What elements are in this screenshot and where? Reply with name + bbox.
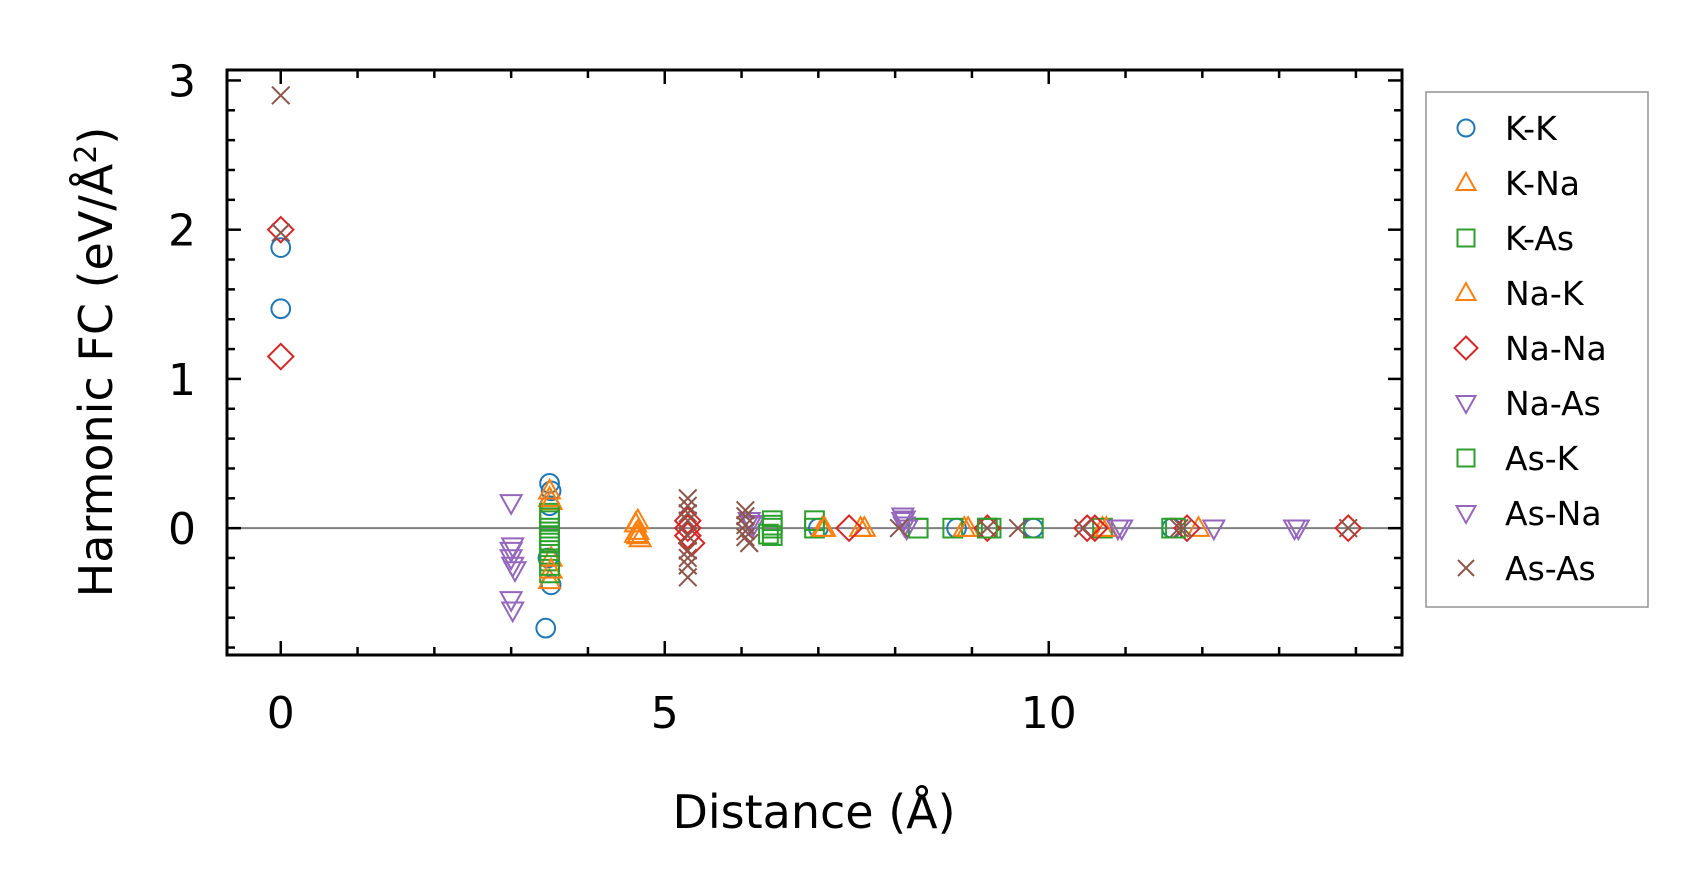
legend-marker: [1456, 448, 1476, 468]
data-point: [678, 511, 698, 531]
data-point: [735, 506, 755, 526]
x-tick-label: 5: [651, 688, 679, 739]
legend-label: K-K: [1505, 109, 1558, 148]
data-point: [834, 514, 864, 543]
legend-label: As-As: [1505, 549, 1596, 588]
data-point: [673, 514, 702, 543]
data-point: [758, 523, 779, 545]
data-point: [678, 526, 698, 546]
data-point: [1073, 518, 1093, 538]
legend-label: Na-As: [1505, 384, 1601, 423]
data-point: [500, 601, 525, 624]
data-point: [537, 567, 562, 590]
tick-labels: 0 5 10 0 1 2 3: [168, 56, 1077, 739]
data-point: [678, 488, 698, 508]
data-point: [892, 510, 917, 533]
data-point: [537, 477, 562, 500]
legend-label: Na-K: [1505, 274, 1585, 313]
data-point: [1201, 519, 1227, 542]
legend-label: As-K: [1505, 439, 1580, 478]
data-point: [1109, 519, 1134, 542]
legend-marker: [1454, 395, 1478, 416]
x-axis-label: Distance (Å): [672, 785, 955, 839]
legend-label: As-Na: [1505, 494, 1602, 533]
y-axis-label-superscript: 2: [69, 145, 104, 164]
legend-marker: [1456, 228, 1476, 248]
data-point: [977, 518, 997, 538]
data-point: [266, 342, 295, 371]
data-point: [538, 556, 564, 579]
y-axis-label: Harmonic FC (eV/Å2): [69, 127, 123, 598]
data-point: [678, 503, 698, 523]
data-point: [1023, 517, 1044, 539]
x-tick-label: 0: [267, 688, 295, 739]
data-point: [628, 525, 653, 548]
x-tick-label: 10: [1021, 688, 1077, 739]
y-tick-label: 2: [168, 206, 196, 257]
data-point: [673, 521, 702, 550]
data-point: [1173, 518, 1193, 538]
data-point: [1334, 514, 1363, 543]
plot-frame: [225, 68, 1404, 657]
data-point: [1169, 518, 1189, 538]
data-point: [735, 500, 755, 520]
legend-marker: [1454, 505, 1478, 526]
data-point: [498, 591, 524, 613]
data-point: [1165, 517, 1186, 539]
data-point: [1286, 519, 1311, 542]
legend-items: K-K K-Na K-As Na-K Na-Na Na-As As-K As-Na As-As: [1453, 109, 1607, 588]
data-markers: [266, 85, 1363, 639]
series-as-k: [539, 507, 1186, 576]
y-tick-label: 1: [168, 355, 196, 406]
data-point: [498, 549, 524, 572]
data-point: [539, 529, 560, 551]
legend-label: Na-Na: [1505, 329, 1607, 368]
data-point: [804, 517, 825, 539]
data-point: [1008, 518, 1028, 538]
data-point: [678, 567, 698, 587]
data-point: [735, 521, 755, 541]
data-point: [812, 515, 837, 537]
data-point: [500, 556, 525, 579]
legend: K-K K-Na K-As Na-K Na-Na Na-As As-K As-Na As-As: [1425, 91, 1649, 608]
legend-label: K-Na: [1505, 164, 1580, 203]
data-point: [498, 494, 524, 516]
data-point: [1186, 515, 1211, 537]
data-point: [270, 237, 292, 258]
data-point: [678, 541, 698, 561]
legend-marker: [1456, 118, 1476, 138]
data-point: [535, 617, 557, 639]
data-point: [623, 521, 648, 543]
data-point: [271, 223, 291, 243]
y-axis-label-main: Harmonic FC (eV/Å: [69, 163, 123, 597]
data-point: [1338, 518, 1358, 538]
data-point: [270, 298, 292, 320]
legend-marker: [1454, 280, 1478, 301]
data-point: [739, 533, 759, 553]
data-point: [678, 496, 698, 516]
data-point: [889, 518, 909, 538]
data-point: [678, 548, 698, 568]
legend-label: K-As: [1505, 219, 1574, 258]
data-point: [735, 527, 755, 547]
data-point: [500, 537, 525, 560]
data-point: [955, 515, 981, 537]
data-point: [271, 85, 291, 105]
legend-marker: [1453, 335, 1479, 361]
data-point: [539, 507, 560, 529]
data-point: [539, 555, 560, 576]
series-as-as: [271, 85, 1358, 587]
series-na-na: [266, 215, 1363, 558]
legend-marker: [1454, 170, 1478, 191]
y-tick-label: 0: [168, 504, 196, 555]
data-point: [623, 510, 648, 533]
y-axis-label-end: ): [69, 127, 123, 145]
legend-marker: [1457, 559, 1475, 577]
data-point: [976, 517, 998, 539]
y-tick-label: 3: [168, 56, 196, 107]
data-point: [761, 525, 783, 546]
